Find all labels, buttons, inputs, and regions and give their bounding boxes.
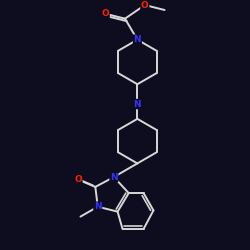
Text: O: O [74, 175, 82, 184]
Text: N: N [94, 202, 102, 211]
Text: O: O [101, 9, 109, 18]
Text: O: O [141, 0, 149, 10]
Text: N: N [110, 172, 118, 182]
Text: N: N [134, 35, 141, 44]
Text: N: N [134, 100, 141, 108]
